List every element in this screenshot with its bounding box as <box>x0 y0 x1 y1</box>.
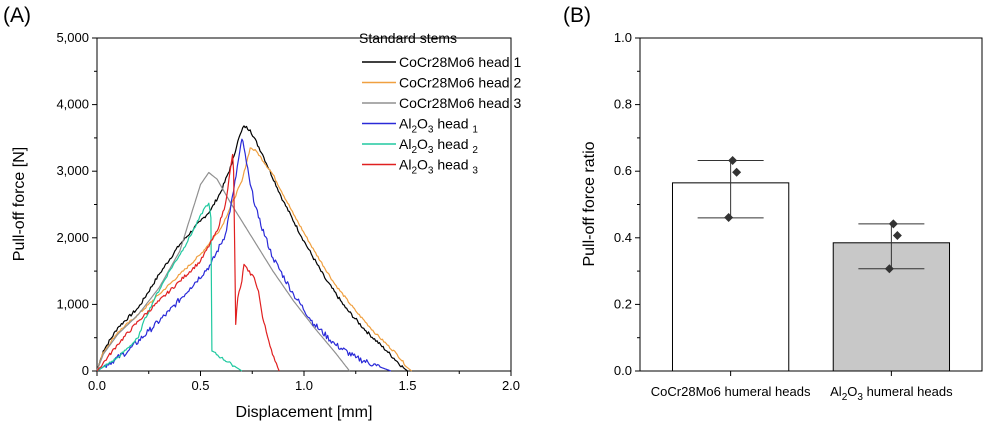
x-category-label: Al2O3 humeral heads <box>830 384 953 403</box>
y-axis-ticks-b: 0.0 0.2 0.4 0.6 0.8 1.0 <box>614 30 640 378</box>
legend-entry: CoCr28Mo6 head 2 <box>399 75 521 91</box>
panel-label-a: (A) <box>3 4 31 27</box>
y-tick-label: 0.0 <box>614 363 632 378</box>
x-category-labels: CoCr28Mo6 humeral heads Al2O3 humeral hea… <box>651 384 953 403</box>
x-tick-label: 0.5 <box>191 378 209 393</box>
x-tick-label: 2.0 <box>502 378 520 393</box>
legend-title: Standard stems <box>359 30 457 46</box>
x-axis-label: Displacement [mm] <box>236 404 373 421</box>
series-line <box>96 138 392 372</box>
x-tick-label: 0.0 <box>88 378 106 393</box>
y-tick-label: 0.4 <box>614 230 632 245</box>
data-point <box>892 230 902 240</box>
legend-entry: CoCr28Mo6 head 1 <box>399 54 521 70</box>
x-tick-label: 1.5 <box>398 378 416 393</box>
bar-chart-b: 0.0 0.2 0.4 0.6 0.8 1.0 CoCr28Mo6 humeral hea… <box>581 30 983 403</box>
y-tick-label: 2,000 <box>56 230 89 245</box>
series-line <box>96 125 408 372</box>
line-chart-a: 0.0 0.5 1.0 1.5 2.0 0 1,000 2,000 3,000 4,000 5,0… <box>11 30 521 421</box>
series-line <box>96 171 350 372</box>
y-tick-label: 0.2 <box>614 296 632 311</box>
legend-entry: Al2O3 head 1 <box>399 116 478 136</box>
series-line <box>96 202 243 372</box>
y-axis-label-b: Pull-off force ratio <box>581 141 598 266</box>
data-point <box>724 212 734 222</box>
y-tick-label: 1.0 <box>614 30 632 45</box>
data-point <box>884 264 894 274</box>
legend-entry: CoCr28Mo6 head 3 <box>399 95 521 111</box>
x-axis-ticks: 0.0 0.5 1.0 1.5 2.0 <box>88 371 520 393</box>
legend-entry: Al2O3 head 2 <box>399 136 478 156</box>
y-tick-label: 0.6 <box>614 163 632 178</box>
data-point <box>888 219 898 229</box>
y-tick-label: 0 <box>82 363 89 378</box>
series-line <box>96 153 280 372</box>
y-tick-label: 4,000 <box>56 97 89 112</box>
y-tick-label: 1,000 <box>56 296 89 311</box>
y-tick-label: 0.8 <box>614 97 632 112</box>
x-tick-label: 1.0 <box>295 378 313 393</box>
panel-label-b: (B) <box>563 4 591 27</box>
series-line <box>96 147 412 372</box>
y-tick-label: 5,000 <box>56 30 89 45</box>
bars-group <box>671 156 951 376</box>
y-axis-ticks: 0 1,000 2,000 3,000 4,000 5,000 <box>56 30 97 378</box>
legend: CoCr28Mo6 head 1 CoCr28Mo6 head 2 CoCr28Mo… <box>362 54 521 177</box>
y-tick-label: 3,000 <box>56 163 89 178</box>
series-group <box>96 125 412 372</box>
x-category-label: CoCr28Mo6 humeral heads <box>651 384 811 399</box>
legend-entry: Al2O3 head 3 <box>399 157 478 177</box>
y-axis-label: Pull-off force [N] <box>11 147 28 261</box>
data-point <box>728 156 738 166</box>
data-point <box>732 167 742 177</box>
